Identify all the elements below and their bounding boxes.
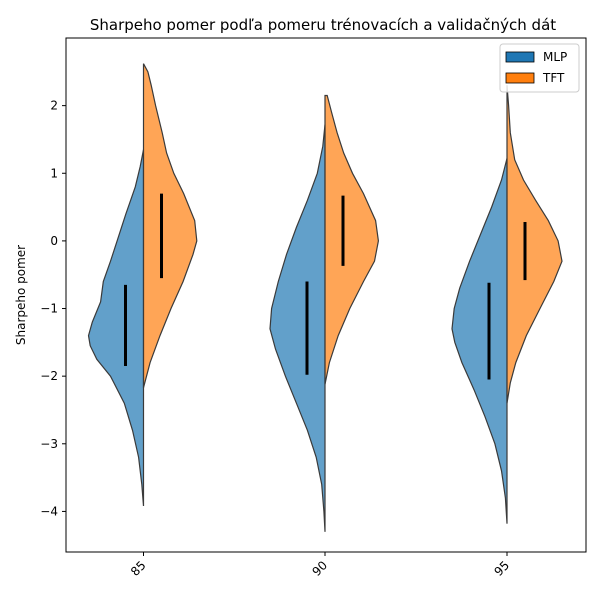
legend-label-mlp: MLP <box>543 50 567 64</box>
y-tick-label: 2 <box>50 99 58 113</box>
legend-swatch-mlp <box>505 51 535 63</box>
x-tick-label: 85 <box>128 558 149 579</box>
y-tick-label: −3 <box>40 437 58 451</box>
y-axis-label: Sharpeho pomer <box>14 245 28 345</box>
violin-mlp-90 <box>269 124 326 532</box>
violin-tft-90 <box>324 94 380 385</box>
y-tick-label: 0 <box>50 234 58 248</box>
y-tick-label: −4 <box>40 504 58 518</box>
x-axis: 85 90 95 <box>128 552 512 579</box>
legend-swatch-tft <box>505 72 535 84</box>
y-tick-label: −1 <box>40 302 58 316</box>
plot-frame <box>65 37 587 553</box>
violin-mlp-85 <box>87 149 145 507</box>
y-tick-label: 1 <box>50 166 58 180</box>
legend-label-tft: TFT <box>542 71 565 85</box>
legend: MLP TFT <box>499 43 580 93</box>
violin-layer <box>87 63 563 532</box>
x-tick-label: 90 <box>309 558 330 579</box>
y-axis: −4 −3 −2 −1 0 1 2 <box>40 99 66 518</box>
violin-tft-95 <box>506 85 563 404</box>
y-tick-label: −2 <box>40 369 58 383</box>
violin-mlp-95 <box>451 158 508 524</box>
violin-tft-85 <box>142 63 198 388</box>
chart-title: Sharpeho pomer podľa pomeru trénovacích … <box>90 16 556 34</box>
x-tick-label: 95 <box>491 558 512 579</box>
